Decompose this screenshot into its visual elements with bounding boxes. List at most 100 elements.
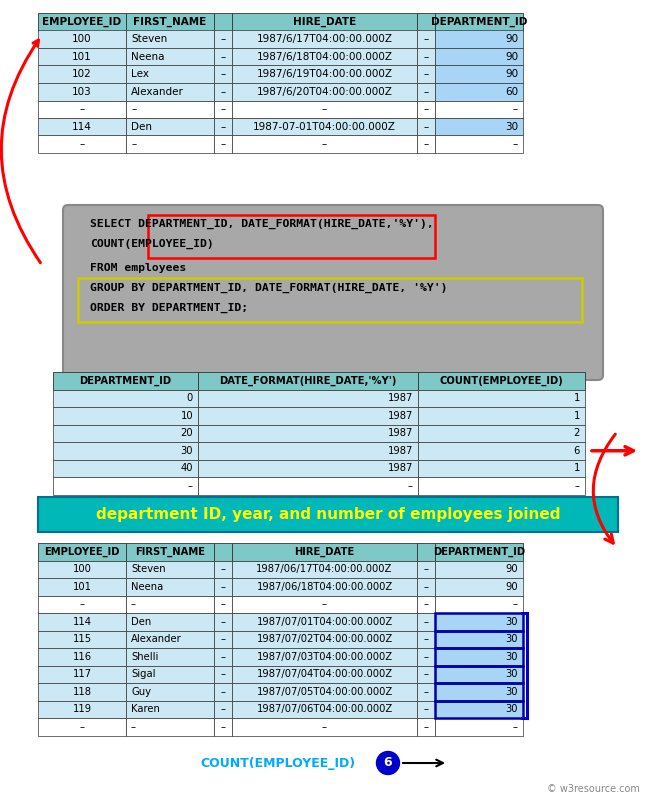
Text: Guy: Guy — [131, 687, 151, 697]
Text: –: – — [424, 687, 428, 697]
Text: DEPARTMENT_ID: DEPARTMENT_ID — [431, 17, 527, 27]
Bar — [53, 442, 198, 459]
Bar — [38, 497, 618, 532]
Bar — [417, 30, 435, 48]
Text: 1987/07/01T04:00:00.000Z: 1987/07/01T04:00:00.000Z — [256, 617, 393, 626]
Text: 1987/06/18T04:00:00.000Z: 1987/06/18T04:00:00.000Z — [256, 582, 393, 592]
Bar — [148, 215, 435, 258]
Bar — [417, 118, 435, 136]
Text: –: – — [423, 104, 428, 114]
Bar — [232, 595, 417, 613]
Text: –: – — [513, 721, 518, 732]
Bar — [417, 648, 435, 666]
Bar — [38, 666, 126, 683]
Text: 40: 40 — [181, 463, 193, 473]
Text: 1987/6/17T04:00:00.000Z: 1987/6/17T04:00:00.000Z — [256, 34, 392, 44]
Bar — [435, 578, 523, 595]
Text: 101: 101 — [72, 52, 92, 62]
Text: –: – — [221, 704, 225, 714]
Text: GROUP BY DEPARTMENT_ID, DATE_FORMAT(HIRE_DATE, '%Y'): GROUP BY DEPARTMENT_ID, DATE_FORMAT(HIRE… — [90, 283, 447, 293]
Text: –: – — [221, 617, 225, 626]
Bar — [38, 543, 126, 561]
Bar — [38, 718, 126, 736]
Bar — [417, 701, 435, 718]
Text: 30: 30 — [505, 704, 518, 714]
Bar — [126, 83, 214, 101]
Bar — [214, 66, 232, 83]
Bar — [214, 613, 232, 630]
Text: 1987/6/18T04:00:00.000Z: 1987/6/18T04:00:00.000Z — [256, 52, 392, 62]
Bar — [435, 666, 523, 683]
Text: 116: 116 — [72, 652, 91, 662]
Bar — [38, 136, 126, 153]
Bar — [417, 683, 435, 701]
Bar — [38, 613, 126, 630]
Text: EMPLOYEE_ID: EMPLOYEE_ID — [43, 17, 122, 27]
Bar — [214, 701, 232, 718]
Text: FIRST_NAME: FIRST_NAME — [133, 17, 206, 27]
Bar — [38, 118, 126, 136]
Text: –: – — [512, 104, 518, 114]
Text: –: – — [423, 52, 428, 62]
Text: 1: 1 — [574, 411, 580, 421]
Text: Shelli: Shelli — [131, 652, 158, 662]
Text: Karen: Karen — [131, 704, 160, 714]
Bar — [417, 561, 435, 578]
Text: –: – — [131, 721, 136, 732]
Text: –: – — [221, 634, 225, 644]
Bar — [38, 48, 126, 66]
Text: 6: 6 — [574, 446, 580, 455]
Bar — [418, 424, 585, 442]
Text: DATE_FORMAT(HIRE_DATE,'%Y'): DATE_FORMAT(HIRE_DATE,'%Y') — [219, 376, 397, 386]
Bar — [418, 407, 585, 424]
Text: Alexander: Alexander — [131, 87, 184, 97]
Text: Den: Den — [131, 121, 152, 132]
Bar — [198, 372, 418, 389]
Text: HIRE_DATE: HIRE_DATE — [294, 547, 355, 557]
Text: 20: 20 — [181, 428, 193, 438]
Text: 103: 103 — [72, 87, 92, 97]
Bar — [53, 424, 198, 442]
Bar — [126, 613, 214, 630]
Bar — [435, 701, 523, 718]
Text: 1987: 1987 — [388, 411, 413, 421]
Text: –: – — [221, 599, 225, 610]
Bar — [417, 101, 435, 118]
Text: HIRE_DATE: HIRE_DATE — [293, 17, 356, 27]
Bar — [418, 477, 585, 495]
Bar — [435, 718, 523, 736]
Text: SELECT DEPARTMENT_ID, DATE_FORMAT(HIRE_DATE,'%Y'),: SELECT DEPARTMENT_ID, DATE_FORMAT(HIRE_D… — [90, 219, 434, 229]
Text: 100: 100 — [72, 564, 91, 574]
Bar — [435, 83, 523, 101]
Bar — [232, 613, 417, 630]
Text: 30: 30 — [505, 634, 518, 644]
Bar — [126, 543, 214, 561]
Text: 115: 115 — [72, 634, 91, 644]
Text: –: – — [221, 687, 225, 697]
Text: 0: 0 — [187, 393, 193, 403]
Text: 117: 117 — [72, 670, 91, 679]
Text: –: – — [131, 599, 136, 610]
Text: 118: 118 — [72, 687, 91, 697]
Bar — [417, 666, 435, 683]
Bar — [232, 48, 417, 66]
Text: –: – — [423, 70, 428, 79]
Text: –: – — [424, 652, 428, 662]
Bar — [435, 118, 523, 136]
Bar — [232, 83, 417, 101]
Bar — [232, 578, 417, 595]
Bar — [417, 718, 435, 736]
Text: COUNT(EMPLOYEE_ID): COUNT(EMPLOYEE_ID) — [200, 757, 355, 769]
Bar — [126, 701, 214, 718]
Text: 1987/07/02T04:00:00.000Z: 1987/07/02T04:00:00.000Z — [256, 634, 393, 644]
Bar — [214, 578, 232, 595]
Bar — [38, 561, 126, 578]
Bar — [418, 442, 585, 459]
Text: –: – — [220, 139, 225, 149]
Text: 1987-07-01T04:00:00.000Z: 1987-07-01T04:00:00.000Z — [253, 121, 396, 132]
Bar — [435, 30, 523, 48]
Text: –: – — [423, 87, 428, 97]
Text: –: – — [322, 721, 327, 732]
Text: –: – — [512, 139, 518, 149]
Bar — [214, 683, 232, 701]
